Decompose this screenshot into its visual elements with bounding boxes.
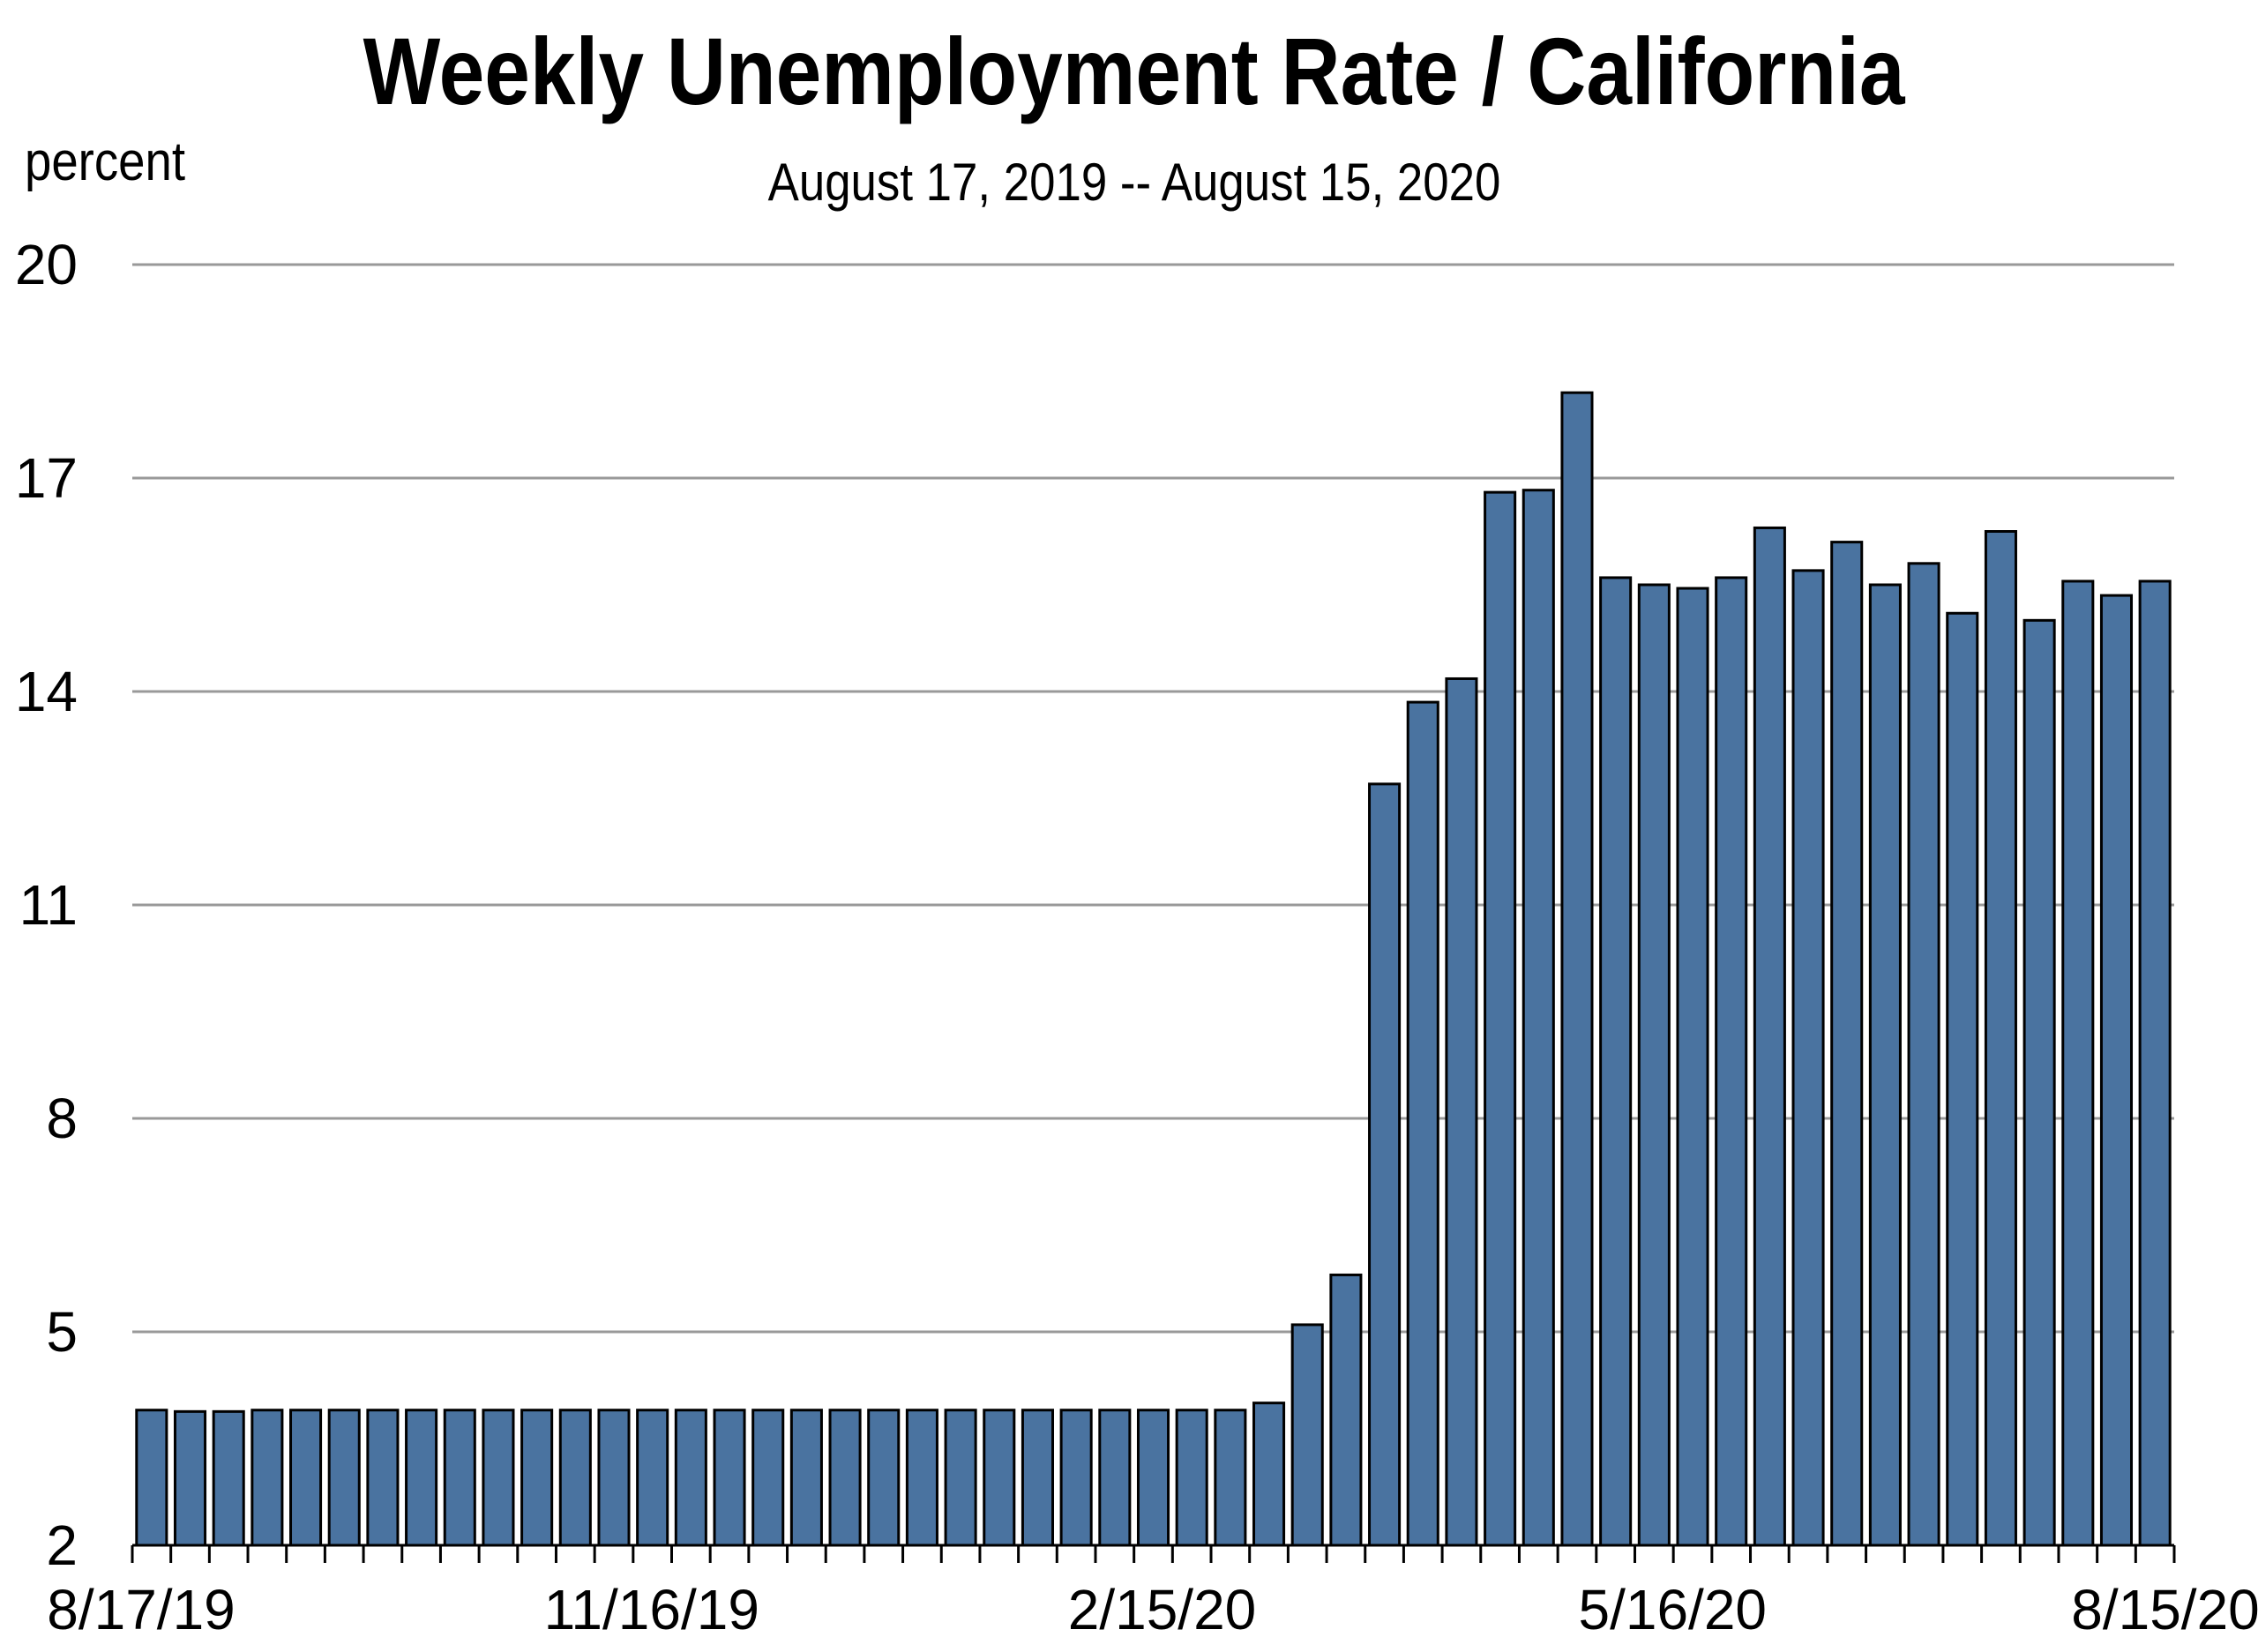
y-tick-label: 2 — [46, 1514, 78, 1577]
x-axis-tick-labels: 8/17/19 11/16/19 2/15/20 5/16/20 8/15/20 — [47, 1578, 2258, 1641]
bar — [1484, 490, 1517, 1547]
bar — [1676, 587, 1709, 1547]
bar — [173, 1409, 207, 1547]
bar — [1830, 541, 1864, 1547]
bar — [1868, 583, 1902, 1547]
gridlines — [132, 263, 2174, 1334]
x-tick-label: 11/16/19 — [544, 1578, 759, 1641]
bar — [443, 1409, 476, 1547]
bar — [1406, 700, 1439, 1547]
bars — [135, 391, 2172, 1547]
bar — [1059, 1409, 1093, 1547]
bar — [905, 1409, 938, 1547]
x-axis — [131, 1544, 2176, 1563]
bar — [944, 1409, 977, 1547]
y-tick-label: 8 — [46, 1087, 78, 1150]
bar — [2061, 579, 2095, 1547]
bar — [1290, 1323, 1324, 1547]
bar — [1021, 1409, 1054, 1547]
bar — [1214, 1409, 1247, 1547]
bar — [558, 1409, 592, 1547]
bar — [751, 1409, 785, 1547]
bar — [212, 1409, 245, 1547]
bar — [597, 1409, 631, 1547]
y-tick-label: 11 — [19, 873, 78, 937]
bar — [327, 1409, 361, 1547]
bar — [713, 1409, 746, 1547]
bar — [1753, 526, 1786, 1547]
bar — [405, 1409, 438, 1547]
y-tick-label: 14 — [15, 660, 78, 723]
y-tick-label: 5 — [46, 1300, 78, 1364]
bar — [1368, 782, 1402, 1547]
bar — [520, 1409, 554, 1547]
bar — [2138, 579, 2172, 1547]
bar — [983, 1409, 1016, 1547]
y-axis-unit-label: percent — [25, 131, 185, 192]
bar — [674, 1409, 707, 1547]
bar — [1560, 391, 1594, 1547]
bar — [1946, 611, 1979, 1547]
bar — [1522, 489, 1555, 1547]
bar — [289, 1409, 323, 1547]
bar — [1329, 1273, 1363, 1547]
bar — [1098, 1409, 1132, 1547]
bar — [482, 1409, 515, 1547]
bar — [789, 1409, 823, 1547]
y-tick-label: 17 — [15, 446, 78, 510]
bar — [828, 1409, 862, 1547]
bar — [1984, 530, 2017, 1547]
bar — [636, 1409, 669, 1547]
bar — [867, 1409, 901, 1547]
bar — [1907, 562, 1940, 1547]
bar — [1715, 576, 1748, 1547]
y-axis-tick-labels: 2 5 8 11 14 17 20 — [15, 233, 78, 1577]
bar — [1175, 1409, 1208, 1547]
x-tick-label: 2/15/20 — [1068, 1578, 1257, 1641]
bar — [1637, 583, 1671, 1547]
bar — [2022, 618, 2056, 1547]
bar — [1136, 1409, 1170, 1547]
bar — [250, 1409, 284, 1547]
x-tick-label: 8/15/20 — [2071, 1578, 2258, 1641]
bar — [1599, 576, 1633, 1547]
bar — [1445, 676, 1478, 1547]
bar — [2099, 594, 2134, 1547]
bar — [1252, 1402, 1286, 1547]
bar — [135, 1409, 168, 1547]
x-tick-label: 8/17/19 — [47, 1578, 236, 1641]
bar — [1791, 569, 1825, 1547]
x-tick-label: 5/16/20 — [1578, 1578, 1767, 1641]
chart-subtitle: August 17, 2019 -- August 15, 2020 — [767, 153, 1501, 212]
bar — [366, 1409, 400, 1547]
chart-title: Weekly Unemployment Rate / California — [363, 18, 1905, 124]
y-tick-label: 20 — [15, 233, 78, 296]
